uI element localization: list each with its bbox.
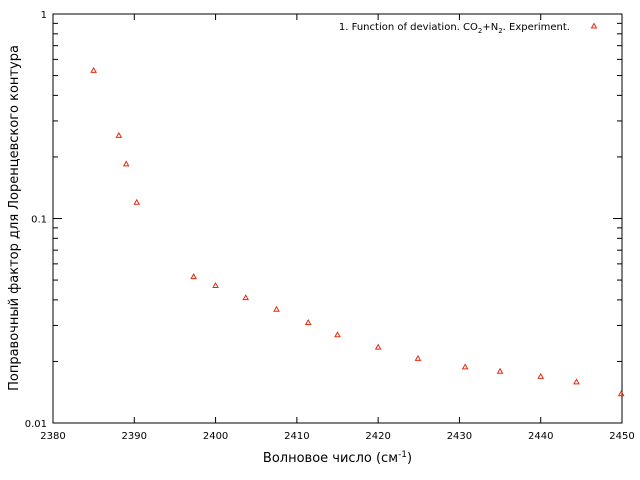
data-point-triangle bbox=[115, 131, 123, 138]
x-tick-label: 2390 bbox=[122, 431, 147, 442]
legend-text-part: +N bbox=[482, 22, 498, 33]
x-tick-label: 2450 bbox=[609, 431, 634, 442]
x-tick-label: 2440 bbox=[528, 431, 553, 442]
x-tick-label: 2410 bbox=[284, 431, 309, 442]
data-point-triangle bbox=[374, 343, 382, 350]
y-tick-label: 0.1 bbox=[31, 215, 47, 226]
data-point-triangle bbox=[242, 294, 249, 301]
legend-text-part: 1. Function of deviation. CO bbox=[339, 22, 478, 33]
data-point-triangle bbox=[190, 273, 197, 280]
data-points bbox=[90, 66, 625, 397]
data-point-triangle bbox=[537, 372, 545, 379]
data-point-triangle bbox=[414, 354, 422, 361]
x-tick-label: 2420 bbox=[365, 431, 390, 442]
data-point-triangle bbox=[273, 305, 280, 312]
x-axis-label-tail: ) bbox=[407, 451, 412, 466]
y-axis-label: Поправочный фактор для Лоренцевского кон… bbox=[7, 45, 22, 391]
x-axis-label-superscript: -1 bbox=[398, 450, 407, 460]
y-tick-label: 0.01 bbox=[25, 419, 47, 430]
data-point-triangle bbox=[212, 282, 219, 289]
x-tick-label: 2380 bbox=[40, 431, 65, 442]
legend-subscript: 2 bbox=[478, 27, 482, 35]
x-tick-label: 2400 bbox=[203, 431, 228, 442]
data-point-triangle bbox=[573, 378, 580, 385]
legend: 1. Function of deviation. CO2+N2. Experi… bbox=[339, 22, 598, 35]
data-point-triangle bbox=[334, 331, 341, 338]
y-axis-ticks: 0.01 0.1 1 bbox=[25, 10, 622, 430]
x-axis-label-text: Волновое число (см bbox=[263, 451, 398, 466]
data-point-triangle bbox=[461, 363, 469, 370]
x-tick-label: 2430 bbox=[447, 431, 472, 442]
legend-marker-triangle bbox=[590, 22, 598, 29]
data-point-triangle bbox=[617, 390, 625, 397]
data-point-triangle bbox=[304, 318, 312, 326]
data-point-triangle bbox=[122, 160, 130, 167]
y-tick-label: 1 bbox=[41, 10, 47, 21]
legend-subscript: 2 bbox=[498, 27, 502, 35]
data-point-triangle bbox=[496, 367, 504, 374]
legend-label: 1. Function of deviation. CO2+N2. Experi… bbox=[339, 22, 570, 35]
plot-frame bbox=[52, 13, 623, 424]
x-axis-label: Волновое число (см-1) bbox=[263, 450, 412, 466]
data-point-triangle bbox=[133, 198, 141, 205]
data-point-triangle bbox=[90, 66, 97, 73]
x-axis-ticks: 2380 2390 2400 2410 2420 2430 2440 2450 bbox=[40, 14, 635, 442]
legend-text-part: . Experiment. bbox=[503, 22, 570, 33]
